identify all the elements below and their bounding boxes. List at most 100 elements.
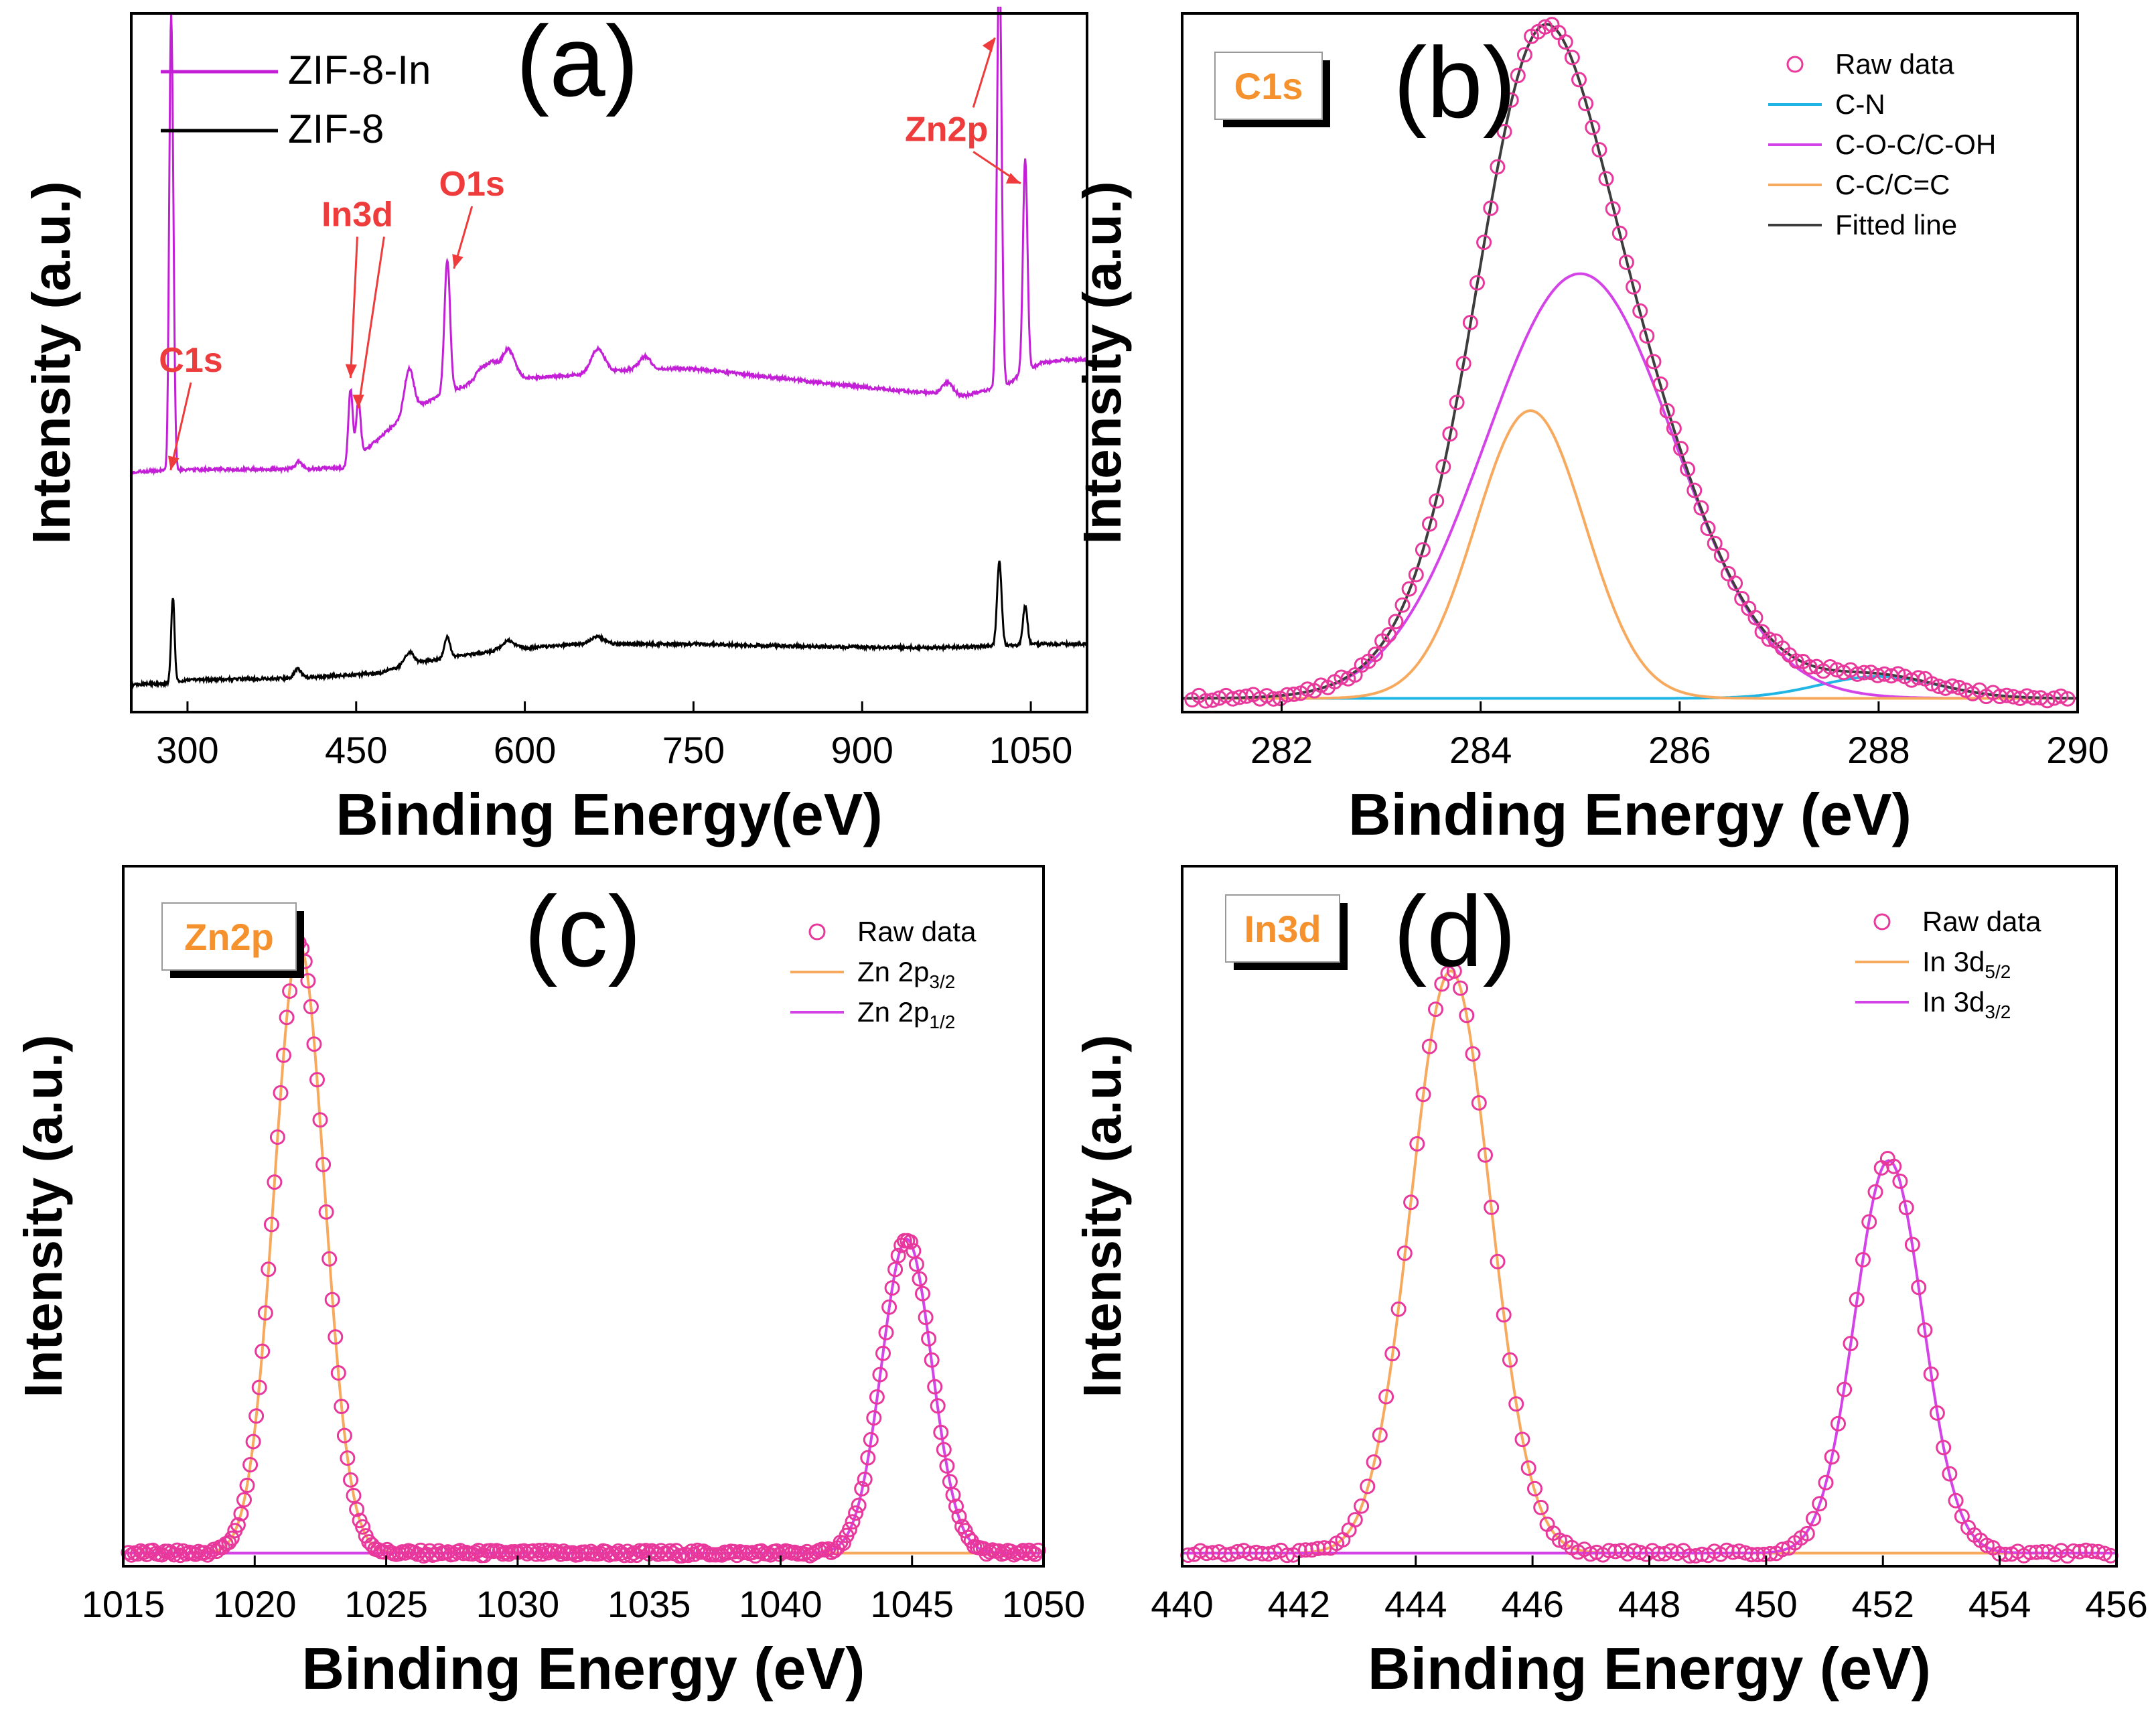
raw-data-point xyxy=(1372,1427,1388,1443)
raw-data-point xyxy=(242,1457,259,1472)
raw-data-point xyxy=(948,1499,964,1515)
raw-data-point xyxy=(1471,1095,1487,1111)
raw-data-point xyxy=(334,1399,350,1414)
raw-data-point xyxy=(945,1487,961,1503)
component-curve-in-3d5-2 xyxy=(1182,969,2116,1555)
raw-data-point xyxy=(255,1343,271,1359)
x-tick-label-a-1: 450 xyxy=(325,729,387,771)
raw-data-point xyxy=(1510,68,1526,84)
raw-data-point xyxy=(726,1543,742,1560)
raw-data-point xyxy=(1639,328,1655,344)
x-tick-label-a-5: 1050 xyxy=(989,729,1073,771)
legend-label-b-2: C-O-C/C-OH xyxy=(1835,129,1996,160)
x-tick-label-d-4: 448 xyxy=(1618,1583,1680,1625)
raw-data-point xyxy=(1527,1480,1542,1497)
raw-data-point xyxy=(330,1365,346,1381)
legend-label-c-0: Raw data xyxy=(857,916,977,947)
raw-data-point xyxy=(2053,688,2069,704)
raw-data-point xyxy=(1910,670,1926,686)
raw-data-point xyxy=(1802,659,1818,675)
raw-data-point xyxy=(744,1545,760,1561)
legend-label-d-1: In 3d5/2 xyxy=(1922,946,2011,982)
raw-data-point xyxy=(221,1535,237,1550)
raw-data-point xyxy=(1483,200,1499,216)
raw-data-point xyxy=(1942,1466,1958,1482)
raw-data-point xyxy=(620,1543,636,1560)
annotation-arrowhead-5 xyxy=(1005,173,1021,184)
raw-data-point xyxy=(1459,1008,1475,1024)
legend-marker-c-0 xyxy=(808,923,826,941)
raw-data-point xyxy=(1812,1496,1828,1512)
raw-data-point xyxy=(1403,1194,1419,1210)
raw-data-point xyxy=(1396,1245,1413,1261)
raw-data-point xyxy=(1384,1346,1400,1362)
raw-data-point xyxy=(236,1492,252,1508)
raw-data-point xyxy=(1409,1136,1425,1152)
raw-data-point xyxy=(531,1543,547,1558)
legend-marker-d-0 xyxy=(1873,913,1891,930)
raw-data-point xyxy=(1476,234,1492,251)
raw-data-point xyxy=(854,1480,870,1497)
raw-data-point xyxy=(537,1542,553,1558)
raw-data-point xyxy=(1003,1543,1019,1560)
raw-data-point xyxy=(1551,1532,1567,1548)
x-tick-label-c-7: 1050 xyxy=(1002,1583,1086,1625)
raw-data-point xyxy=(1591,142,1607,158)
raw-data-point xyxy=(224,1530,240,1546)
raw-data-point xyxy=(2096,1545,2112,1562)
raw-data-point xyxy=(1886,1158,1902,1174)
panel-label-c: (c) xyxy=(524,875,642,987)
raw-data-point xyxy=(321,1251,338,1267)
raw-data-point xyxy=(1516,47,1532,63)
raw-data-point xyxy=(820,1541,837,1557)
raw-data-point xyxy=(930,1398,946,1414)
x-tick-label-c-2: 1025 xyxy=(344,1583,428,1625)
raw-data-point xyxy=(245,1434,261,1450)
component-curve-in-3d3-2 xyxy=(1182,1159,2116,1555)
x-tick-label-d-8: 456 xyxy=(2085,1583,2147,1625)
component-curve-c-c-c-c xyxy=(1182,409,2078,700)
raw-data-point xyxy=(1822,659,1838,675)
legend-label-b-0: Raw data xyxy=(1835,48,1954,80)
raw-data-point xyxy=(324,1292,340,1308)
raw-data-point xyxy=(921,1331,937,1346)
panel-label-a: (a) xyxy=(516,5,638,117)
raw-data-point xyxy=(267,1174,283,1190)
legend-label-c-1: Zn 2p3/2 xyxy=(857,956,955,992)
raw-data-point xyxy=(951,1509,967,1525)
raw-data-point xyxy=(1422,516,1437,532)
x-tick-label-c-5: 1040 xyxy=(739,1583,822,1625)
raw-data-point xyxy=(866,1410,882,1426)
raw-data-point xyxy=(1700,521,1716,537)
raw-data-point xyxy=(1266,691,1281,707)
raw-data-point xyxy=(1618,255,1634,270)
raw-data-point xyxy=(1564,50,1580,66)
raw-data-point xyxy=(875,1345,891,1361)
raw-data-point xyxy=(1508,1396,1524,1412)
raw-data-point xyxy=(1605,201,1621,217)
raw-data-point xyxy=(857,1471,873,1487)
raw-data-point xyxy=(282,983,298,999)
raw-data-point xyxy=(860,1450,876,1466)
raw-data-point xyxy=(136,1544,152,1560)
raw-data-point xyxy=(884,1280,900,1296)
x-axis-title-d: Binding Energy (eV) xyxy=(1368,1635,1931,1702)
raw-data-group-b xyxy=(1184,17,2076,709)
raw-data-point xyxy=(1948,1493,1964,1509)
raw-data-point xyxy=(261,1261,277,1277)
raw-data-point xyxy=(315,1156,332,1172)
raw-data-point xyxy=(1936,1440,1952,1456)
raw-data-point xyxy=(565,1545,581,1561)
raw-data-point xyxy=(845,1514,861,1530)
raw-data-point xyxy=(336,1428,352,1444)
raw-data-point xyxy=(1490,159,1506,175)
raw-data-point xyxy=(121,1545,137,1561)
raw-data-point xyxy=(318,1204,334,1220)
raw-data-point xyxy=(196,1545,212,1561)
raw-data-point xyxy=(1378,1389,1394,1405)
component-curve-c-o-c-c-oh xyxy=(1182,272,2078,700)
raw-data-point xyxy=(269,1129,285,1145)
raw-data-point xyxy=(1666,421,1682,436)
raw-data-point xyxy=(1911,1279,1927,1296)
raw-data-point xyxy=(1465,1046,1481,1062)
